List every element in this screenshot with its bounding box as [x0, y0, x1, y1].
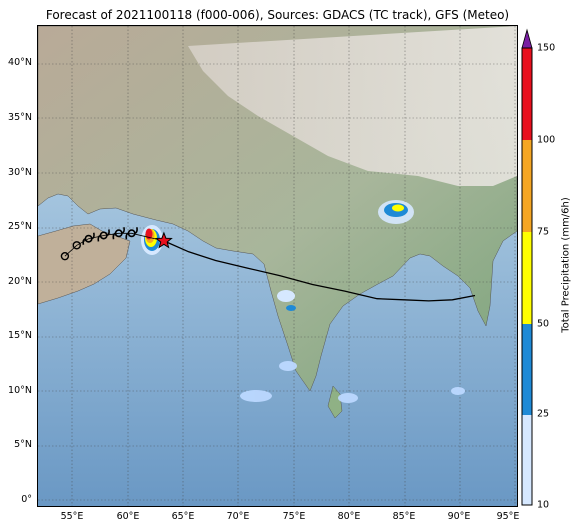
colorbar-segment	[522, 140, 532, 232]
lon-tick: 80°E	[337, 511, 361, 522]
colorbar-segment	[522, 415, 532, 505]
precip-bangladesh	[378, 200, 414, 224]
forecast-track-line	[64, 232, 164, 257]
colorbar-tick: 75	[537, 226, 550, 238]
graticule	[38, 26, 517, 506]
lat-tick: 10°N	[8, 385, 32, 396]
colorbar-tick: 25	[537, 408, 550, 420]
colorbar	[521, 28, 533, 506]
lon-tick: 95°E	[496, 511, 520, 522]
low-symbol	[60, 251, 70, 261]
colorbar-tick: 50	[537, 318, 550, 330]
lon-tick: 70°E	[226, 511, 250, 522]
colorbar-segment	[522, 48, 532, 140]
colorbar-extend-arrow	[521, 28, 533, 49]
land-himalaya	[188, 26, 517, 186]
lat-tick: 5°N	[14, 439, 32, 450]
colorbar-tick: 10	[537, 499, 550, 511]
lat-tick: 25°N	[8, 221, 32, 232]
lon-tick: 75°E	[282, 511, 306, 522]
map-panel[interactable]	[37, 25, 518, 507]
colorbar-tick: 100	[537, 134, 556, 146]
track-layer	[60, 227, 476, 302]
colorbar-tick: 150	[537, 42, 556, 54]
colorbar-label: Total Precipitation (mm/6h)	[560, 197, 572, 333]
precip-south	[240, 361, 465, 403]
cyclone-symbol-arm	[82, 232, 95, 245]
lat-tick: 0°	[21, 494, 32, 505]
cyclone-symbol-arm	[97, 229, 110, 242]
lat-tick: 35°N	[8, 112, 32, 123]
colorbar-segment	[522, 324, 532, 415]
colorbar-segment	[522, 232, 532, 324]
track-line	[163, 240, 476, 302]
land-arabia	[38, 223, 131, 305]
lat-tick: 20°N	[8, 276, 32, 287]
lon-tick: 90°E	[447, 511, 471, 522]
cyclone-symbol-arm	[112, 227, 125, 240]
lon-tick: 65°E	[171, 511, 195, 522]
lat-tick: 15°N	[8, 330, 32, 341]
storm-center-star	[154, 231, 173, 249]
lon-tick: 85°E	[392, 511, 416, 522]
colorbar-frame	[521, 47, 533, 506]
lon-tick: 60°E	[116, 511, 140, 522]
lon-tick: 55°E	[60, 511, 84, 522]
lat-tick: 30°N	[8, 167, 32, 178]
lat-tick: 40°N	[8, 57, 32, 68]
map-svg	[38, 26, 517, 506]
precip-india-west	[277, 290, 296, 311]
cyclone-symbol-arm	[125, 227, 138, 240]
land-srilanka	[327, 385, 343, 419]
low-symbol	[72, 241, 81, 250]
map-title: Forecast of 2021100118 (f000-006), Sourc…	[45, 8, 510, 22]
